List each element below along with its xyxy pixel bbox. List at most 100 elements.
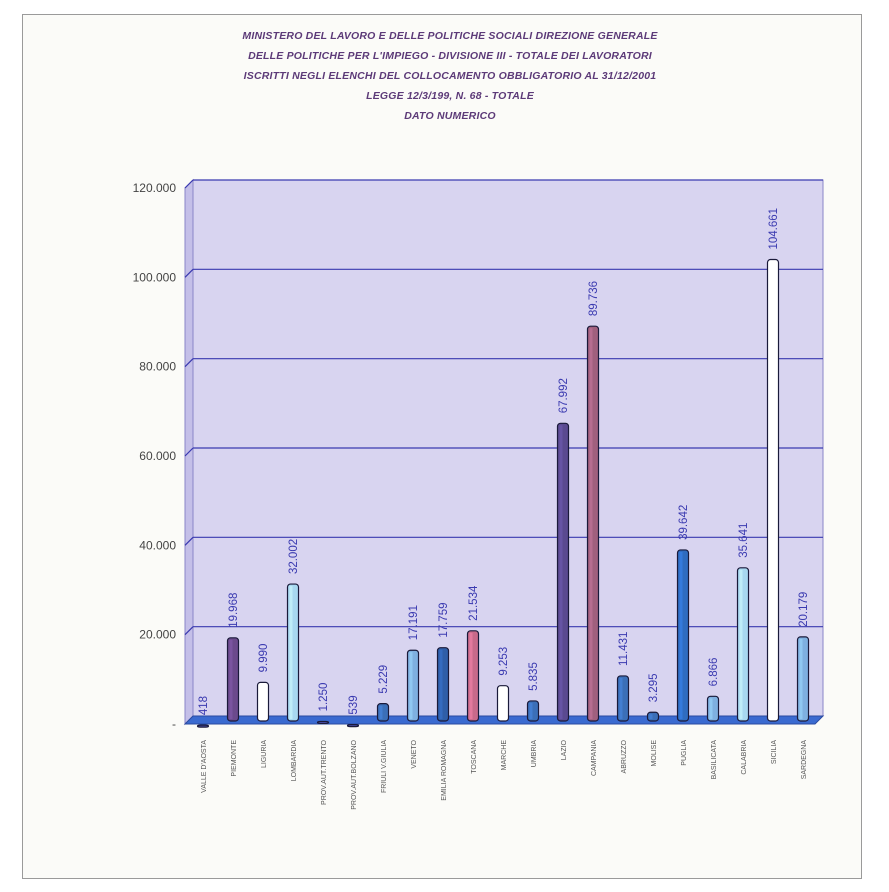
x-category-label: VENETO bbox=[411, 739, 418, 768]
bar bbox=[226, 637, 240, 722]
bar-highlight bbox=[589, 328, 593, 719]
bar-highlight bbox=[409, 652, 413, 719]
x-category-label: FRIULI V.GIULIA bbox=[381, 740, 388, 793]
bar-value-label: 89.736 bbox=[588, 281, 600, 316]
bar-highlight bbox=[559, 425, 563, 719]
gridline-depth bbox=[184, 626, 194, 636]
bar-highlight bbox=[649, 714, 653, 719]
title-line-1: MINISTERO DEL LAVORO E DELLE POLITICHE S… bbox=[242, 30, 658, 42]
bar-value-label: 17.191 bbox=[408, 605, 420, 640]
gridline-depth bbox=[184, 268, 194, 278]
x-category-label: CALABRIA bbox=[741, 740, 748, 775]
bar-highlight bbox=[679, 551, 683, 719]
chart-title: MINISTERO DEL LAVORO E DELLE POLITICHE S… bbox=[100, 26, 800, 126]
x-category-label: ABRUZZO bbox=[621, 739, 628, 773]
y-tick-label: 20.000 bbox=[139, 628, 176, 642]
x-category-label: PROV.AUT.BOLZANO bbox=[351, 739, 358, 809]
x-category-label: VALLE D'AOSTA bbox=[201, 740, 208, 793]
bar-highlight bbox=[229, 639, 233, 719]
bar bbox=[676, 549, 690, 722]
x-category-label: BASILICATA bbox=[711, 740, 718, 780]
bar-value-label: 9.253 bbox=[498, 647, 510, 676]
bar-highlight bbox=[499, 687, 503, 719]
bar bbox=[646, 711, 660, 722]
bar bbox=[496, 685, 510, 722]
title-line-2: DELLE POLITICHE PER L'IMPIEGO - DIVISION… bbox=[248, 50, 652, 62]
bar-value-label: 6.866 bbox=[708, 658, 720, 687]
bar-highlight bbox=[379, 705, 383, 719]
x-category-label: SICILIA bbox=[771, 740, 778, 764]
x-category-label: TOSCANA bbox=[471, 740, 478, 774]
bar-value-label: 19.968 bbox=[228, 593, 240, 628]
bar-value-label: 67.992 bbox=[558, 378, 570, 413]
bar-value-label: 17.759 bbox=[438, 602, 450, 637]
y-tick-label: 60.000 bbox=[139, 449, 176, 463]
bar-value-label: 32.002 bbox=[288, 539, 300, 574]
bar bbox=[796, 636, 810, 722]
bar-value-label: 9.990 bbox=[258, 644, 270, 673]
bar-highlight bbox=[469, 632, 473, 719]
x-category-label: MOLISE bbox=[651, 740, 658, 767]
x-category-label: LIGURIA bbox=[261, 740, 268, 768]
bar-highlight bbox=[619, 677, 623, 719]
x-category-label: LAZIO bbox=[561, 739, 568, 760]
bar-value-label: 21.534 bbox=[468, 585, 480, 621]
bar bbox=[256, 681, 270, 722]
bar-value-label: 35.641 bbox=[738, 523, 750, 558]
bar-value-label: 20.179 bbox=[798, 592, 810, 627]
bar-highlight bbox=[259, 684, 263, 719]
bar-value-label: 5.229 bbox=[378, 665, 390, 694]
x-category-label: EMILIA ROMAGNA bbox=[441, 740, 448, 801]
bar-highlight bbox=[739, 569, 743, 719]
bar bbox=[616, 675, 630, 722]
x-category-label: PROV.AUT.TRENTO bbox=[321, 739, 328, 805]
y-tick-label: 40.000 bbox=[139, 538, 176, 552]
gridline-depth bbox=[184, 536, 194, 546]
bar bbox=[346, 723, 360, 728]
bar bbox=[706, 695, 720, 722]
x-category-label: SARDEGNA bbox=[801, 740, 808, 780]
gridline-depth bbox=[184, 358, 194, 368]
y-tick-label: - bbox=[172, 717, 176, 731]
bar-value-label: 539 bbox=[348, 695, 360, 714]
bar-highlight bbox=[289, 586, 293, 719]
x-category-label: PUGLIA bbox=[681, 740, 688, 766]
x-category-label: MARCHE bbox=[501, 740, 508, 771]
bar-highlight bbox=[529, 702, 533, 719]
title-line-3: ISCRITTI NEGLI ELENCHI DEL COLLOCAMENTO … bbox=[243, 70, 657, 82]
gridline-depth bbox=[184, 447, 194, 457]
bar bbox=[766, 258, 780, 722]
bar-value-label: 39.642 bbox=[678, 505, 690, 540]
bar-value-label: 418 bbox=[198, 696, 210, 715]
bar bbox=[436, 647, 450, 722]
bar-highlight bbox=[709, 698, 713, 719]
bar-highlight bbox=[799, 638, 803, 719]
bar bbox=[376, 703, 390, 722]
y-tick-label: 120.000 bbox=[133, 181, 177, 195]
x-category-label: LOMBARDIA bbox=[291, 740, 298, 782]
title-line-4: LEGGE 12/3/199, N. 68 - TOTALE bbox=[366, 90, 534, 102]
bar-highlight bbox=[439, 649, 443, 719]
bar bbox=[286, 583, 300, 722]
bar bbox=[406, 649, 420, 722]
bar bbox=[466, 630, 480, 722]
bar bbox=[526, 700, 540, 722]
x-category-label: PIEMONTE bbox=[231, 740, 238, 777]
y-tick-label: 80.000 bbox=[139, 360, 176, 374]
bar-value-label: 1.250 bbox=[318, 683, 330, 712]
bar bbox=[316, 720, 330, 725]
bar bbox=[586, 325, 600, 722]
gridline-depth bbox=[184, 179, 194, 189]
title-line-5: DATO NUMERICO bbox=[404, 110, 496, 122]
bar bbox=[196, 724, 210, 728]
bar-value-label: 3.295 bbox=[648, 674, 660, 703]
x-category-label: UMBRIA bbox=[531, 740, 538, 768]
y-tick-label: 100.000 bbox=[133, 270, 177, 284]
bar-value-label: 5.835 bbox=[528, 662, 540, 691]
bar-highlight bbox=[769, 261, 773, 719]
bar bbox=[736, 567, 750, 722]
bar-value-label: 104.661 bbox=[768, 208, 780, 250]
bar-value-label: 11.431 bbox=[618, 632, 630, 666]
x-category-label: CAMPANIA bbox=[591, 740, 598, 776]
